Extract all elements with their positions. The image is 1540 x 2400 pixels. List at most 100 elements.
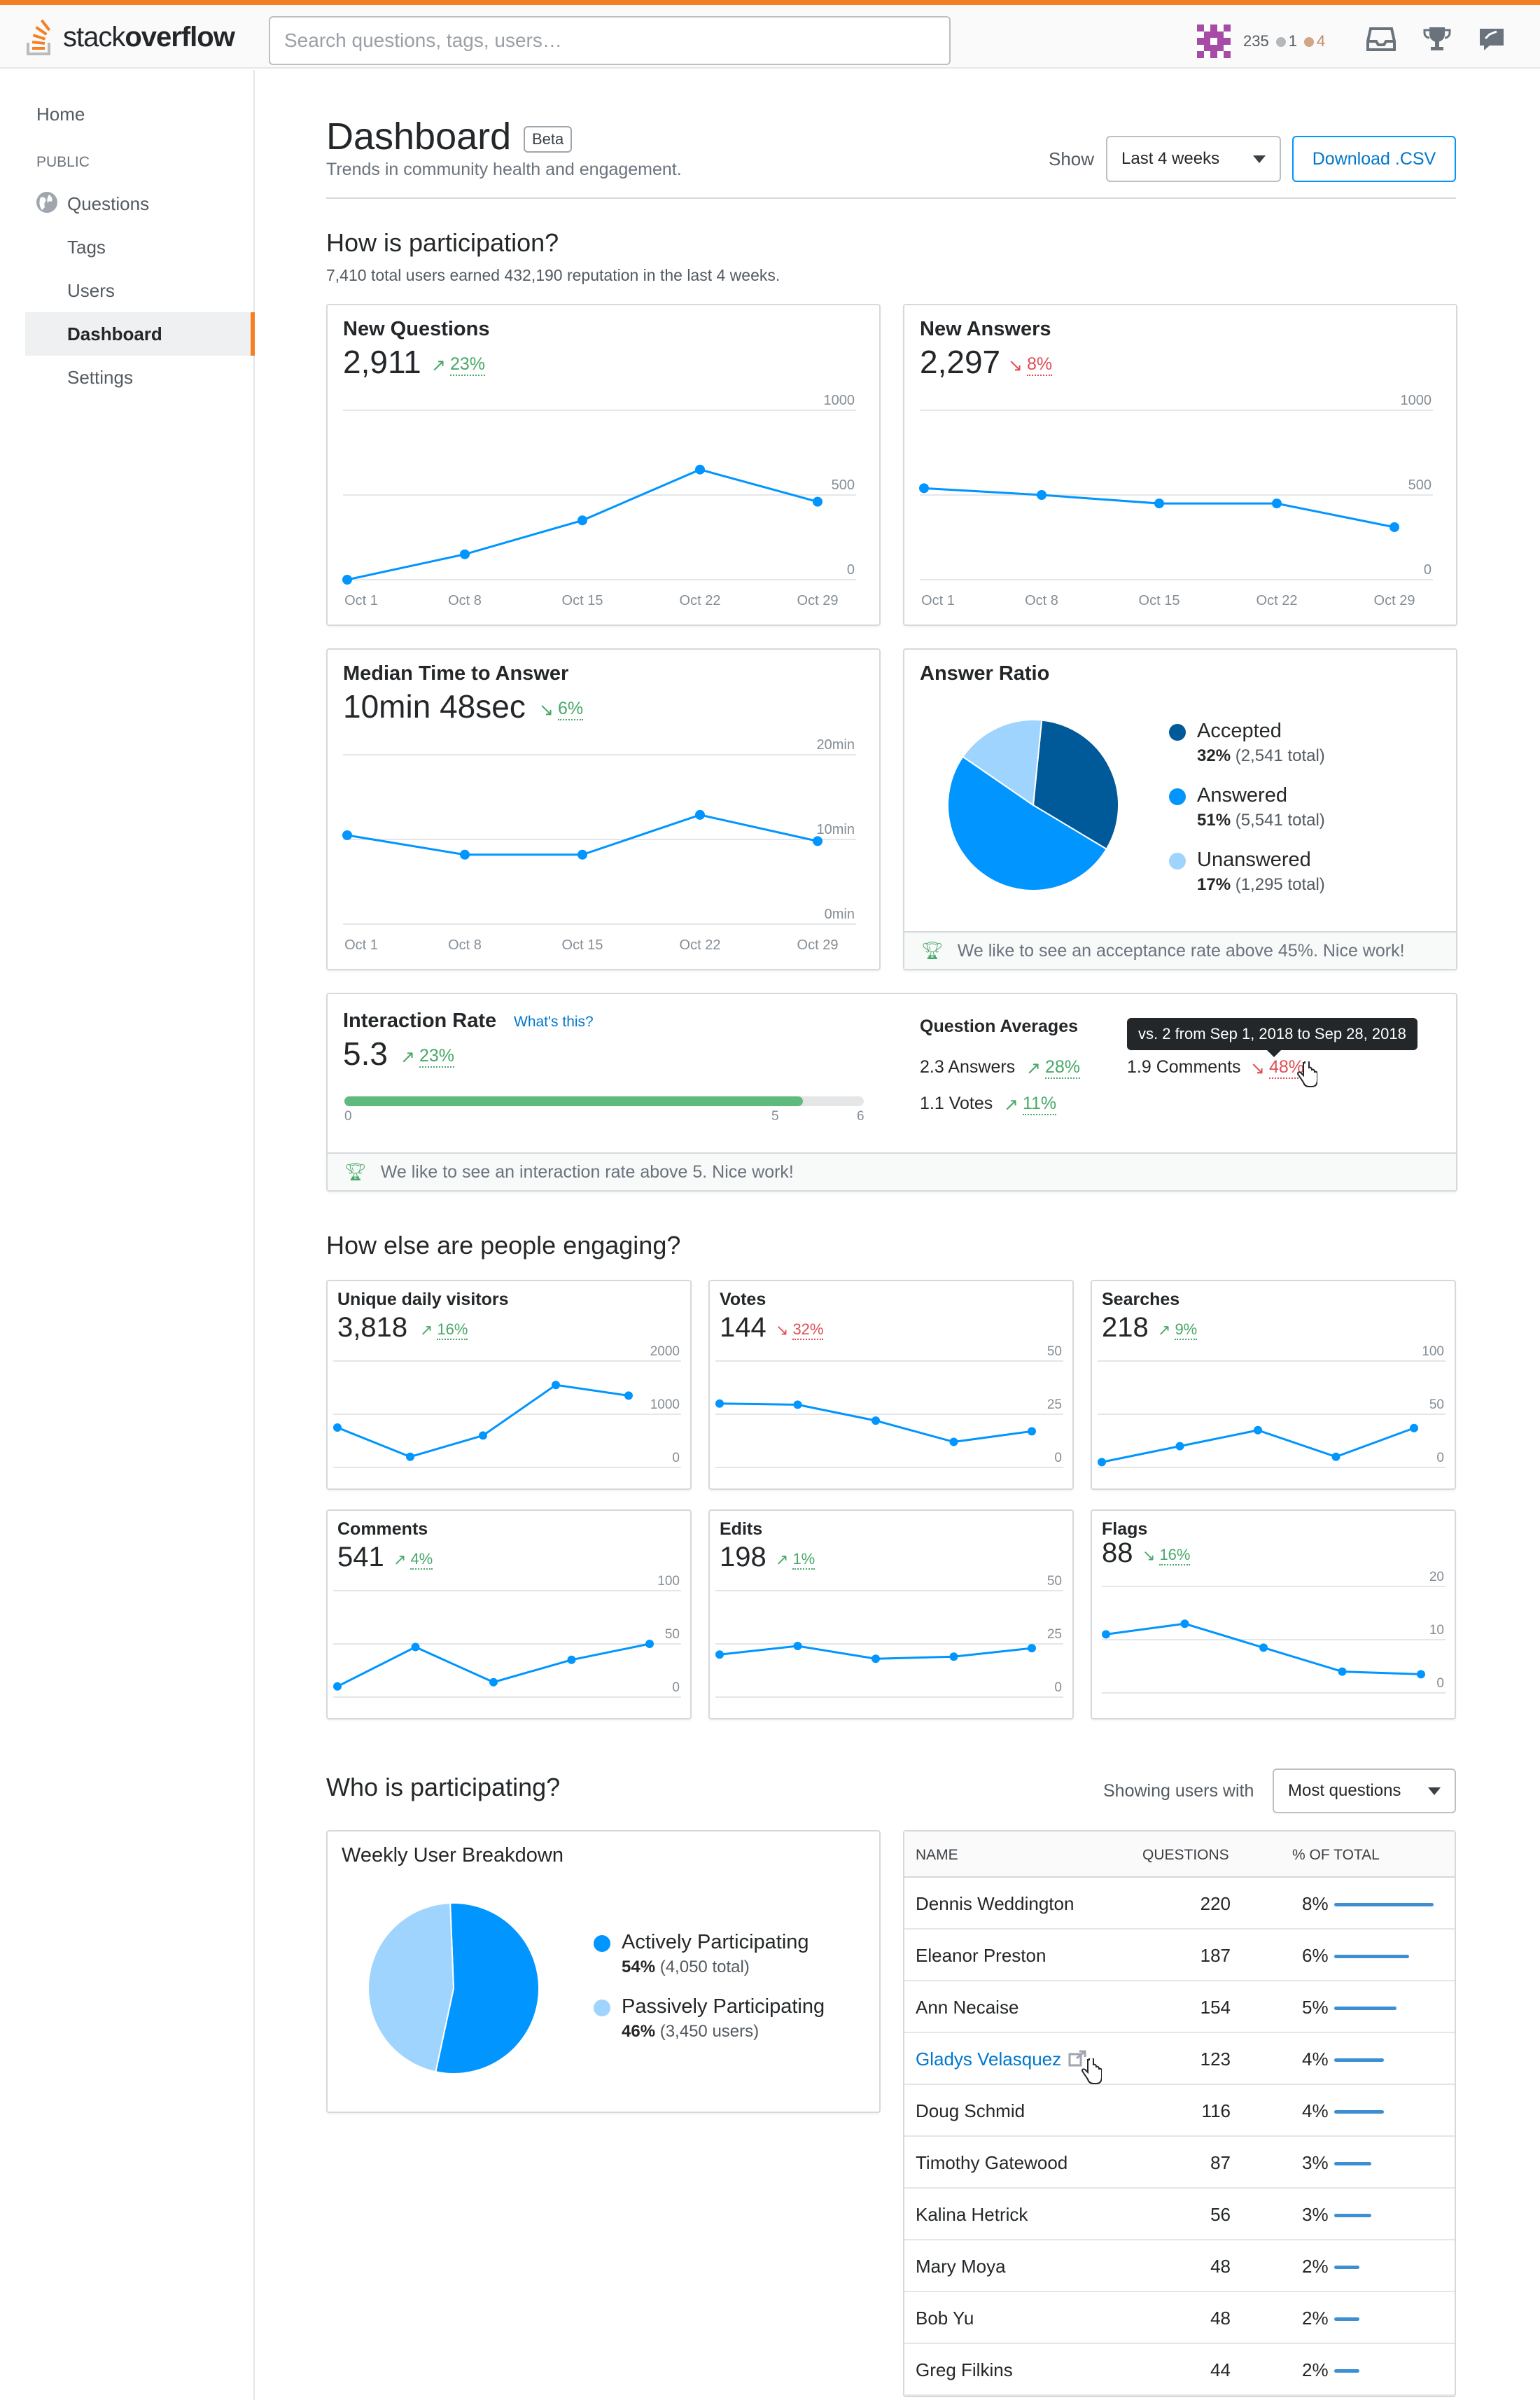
y-tick-label: 100 (1422, 1344, 1444, 1359)
data-point (949, 1652, 958, 1661)
nav-users[interactable]: Users (67, 280, 115, 301)
trend-indicator[interactable]: ↗ 1% (776, 1550, 816, 1570)
table-body: Dennis Weddington 220 8% Eleanor Preston 187… (904, 1878, 1455, 2396)
external-link-icon[interactable] (1068, 2050, 1088, 2067)
card-value: 2,297 (920, 344, 1001, 380)
search-input[interactable] (269, 16, 951, 65)
trend-indicator[interactable]: ↘ 8% (1008, 354, 1053, 376)
nav-settings[interactable]: Settings (67, 367, 133, 388)
user-name[interactable]: Mary Moya (916, 2256, 1006, 2277)
stackoverflow-logo[interactable]: stackoverflow (25, 16, 235, 58)
col-name[interactable]: NAME (916, 1847, 958, 1863)
question-count: 116 (1201, 2100, 1231, 2121)
user-name[interactable]: Kalina Hetrick (916, 2204, 1028, 2225)
table-row: Eleanor Preston 187 6% (904, 1930, 1455, 1981)
data-point (645, 1640, 654, 1648)
legend-accepted-detail: 32% (2,541 total) (1197, 746, 1325, 765)
data-point (919, 483, 929, 494)
download-csv-button[interactable]: Download .CSV (1292, 136, 1456, 182)
trend-indicator[interactable]: ↗ 23% (431, 354, 485, 376)
user-name[interactable]: Bob Yu (916, 2308, 974, 2329)
interaction-progress-fill (344, 1096, 804, 1106)
user-name[interactable]: Eleanor Preston (916, 1945, 1046, 1966)
inbox-icon[interactable] (1366, 26, 1396, 53)
y-tick-label: 25 (1047, 1627, 1062, 1642)
trend-indicator[interactable]: ↗ 28% (1026, 1057, 1080, 1079)
y-tick-label: 500 (832, 477, 855, 493)
trend-up-icon: ↗ (1158, 1321, 1171, 1339)
card-value: 144 (720, 1312, 766, 1343)
line-chart: 0min 10min 20min Oct 1 Oct 8 Oct 15 Oct 22 Oct … (342, 737, 856, 953)
percent-of-total: 2% (1302, 2308, 1329, 2329)
trend-up-icon: ↗ (420, 1321, 433, 1339)
y-tick-label: 1000 (1401, 393, 1432, 408)
y-tick-label: 0 (1424, 562, 1432, 578)
review-queue-icon[interactable] (1477, 26, 1506, 53)
trend-indicator[interactable]: ↗ 4% (393, 1550, 433, 1570)
active-nav-highlight (25, 312, 255, 356)
table-header: NAME QUESTIONS % OF TOTAL (904, 1832, 1455, 1878)
x-tick-label: Oct 8 (448, 593, 482, 608)
who-heading: Who is participating? (326, 1773, 561, 1801)
user-name[interactable]: Greg Filkins (916, 2359, 1013, 2380)
trend-up-icon: ↗ (431, 355, 446, 375)
y-tick-label: 1000 (824, 393, 855, 408)
trend-indicator[interactable]: ↗ 11% (1004, 1094, 1057, 1115)
user-name[interactable]: Timothy Gatewood (916, 2152, 1068, 2173)
whats-this-link[interactable]: What's this? (514, 1014, 594, 1030)
left-sidebar (0, 70, 255, 2400)
line-chart: 0 1000 2000 (333, 1344, 681, 1468)
percent-bar (1334, 2369, 1359, 2373)
nav-questions[interactable]: Questions (67, 193, 150, 214)
x-tick-label: Oct 29 (797, 937, 839, 953)
card-value: 541 (337, 1542, 384, 1572)
nav-section-public: PUBLIC (36, 154, 90, 170)
legend-passive: Passively Participating (594, 1995, 825, 2018)
card-title: Median Time to Answer (343, 662, 569, 685)
trend-down-icon: ↘ (1142, 1547, 1156, 1564)
percent-bar (1334, 2214, 1372, 2217)
legend-answered-detail: 51% (5,541 total) (1197, 811, 1325, 830)
trend-indicator[interactable]: ↗ 23% (400, 1046, 454, 1068)
trend-indicator[interactable]: ↗ 16% (420, 1320, 468, 1340)
user-name[interactable]: Gladys Velasquez (916, 2049, 1062, 2070)
col-pct[interactable]: % OF TOTAL (1292, 1847, 1380, 1863)
chevron-down-icon (1253, 155, 1266, 163)
col-questions[interactable]: QUESTIONS (1142, 1847, 1229, 1863)
achievements-trophy-icon[interactable] (1422, 26, 1452, 53)
card-title: Edits (720, 1519, 763, 1539)
user-name[interactable]: Dennis Weddington (916, 1893, 1074, 1914)
nav-home[interactable]: Home (36, 104, 85, 125)
line-chart: 0 500 1000 Oct 1 Oct 8 Oct 15 Oct 22 Oct 29 (342, 393, 856, 608)
card-title: Comments (337, 1519, 428, 1539)
user-name[interactable]: Ann Necaise (916, 1997, 1019, 2018)
page-subtitle: Trends in community health and engagemen… (326, 160, 682, 179)
trend-indicator[interactable]: ↗ 9% (1158, 1320, 1198, 1340)
period-select[interactable]: Last 4 weeks (1106, 136, 1281, 182)
nav-dashboard[interactable]: Dashboard (67, 323, 162, 344)
card-title: Answer Ratio (920, 662, 1050, 685)
question-averages-title: Question Averages (920, 1017, 1079, 1036)
pie-slice (962, 719, 1043, 807)
table-row: Gladys Velasquez 123 4% (904, 2033, 1455, 2085)
sort-select[interactable]: Most questions (1273, 1768, 1456, 1813)
unanswered-dot (1169, 853, 1186, 870)
y-tick-label: 20 (1429, 1570, 1444, 1584)
user-name[interactable]: Doug Schmid (916, 2100, 1026, 2121)
user-card[interactable]: 235 1 4 (1197, 25, 1325, 58)
percent-bar (1334, 2317, 1359, 2321)
trend-down-icon: ↘ (539, 699, 554, 720)
trend-indicator[interactable]: ↘ 16% (1142, 1546, 1191, 1565)
progress-tick: 0 (344, 1109, 352, 1124)
card-title: New Answers (920, 318, 1051, 340)
trend-indicator[interactable]: ↘ 6% (539, 699, 584, 720)
new-questions-card: New Questions 2,911 ↗ 23% 0 500 1000 Oct 1 Oc… (326, 304, 881, 626)
trend-indicator[interactable]: ↘ 32% (776, 1320, 824, 1340)
nav-tags[interactable]: Tags (67, 237, 106, 258)
interaction-progress-track (344, 1096, 864, 1106)
table-row: Doug Schmid 116 4% (904, 2085, 1455, 2137)
y-tick-label: 50 (1429, 1397, 1444, 1412)
avg-votes: 1.1 Votes (920, 1094, 993, 1113)
comments-card: Comments 541 ↗ 4% 0 50 100 (326, 1509, 692, 1719)
question-count: 123 (1200, 2049, 1231, 2070)
